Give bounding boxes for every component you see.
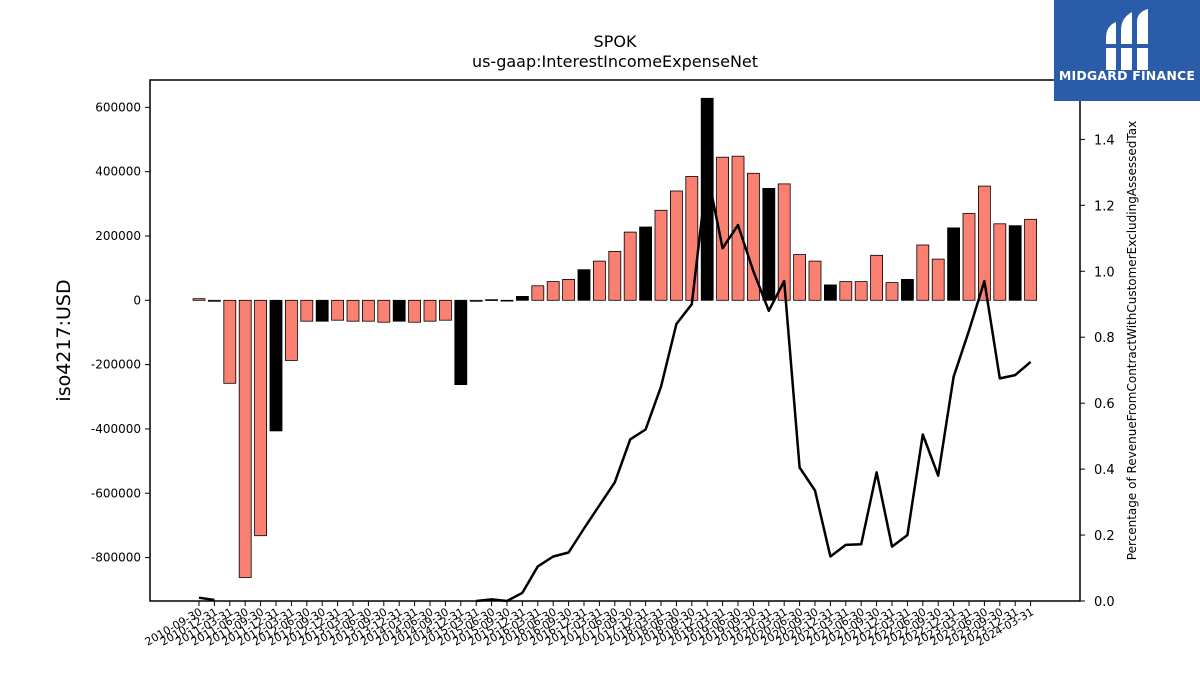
bar	[454, 299, 468, 385]
bar	[870, 254, 883, 301]
bar	[392, 299, 406, 322]
bar	[485, 299, 499, 301]
bar	[315, 299, 329, 322]
bar	[854, 281, 868, 301]
bar	[562, 278, 575, 301]
bar	[685, 176, 699, 301]
y2-axis-label: Percentage of RevenueFromContractWithCus…	[1125, 121, 1139, 560]
bar	[269, 299, 283, 432]
bar	[361, 299, 375, 322]
bar	[238, 299, 252, 578]
bar	[284, 299, 298, 361]
bar	[931, 258, 945, 301]
bar	[223, 299, 237, 384]
bar	[747, 172, 760, 301]
bar	[346, 299, 360, 322]
line-series	[198, 596, 215, 602]
chart-subtitle: us-gaap:InterestIncomeExpenseNet	[471, 52, 759, 71]
y2-tick-label: 0.0	[1094, 595, 1115, 610]
line-series	[476, 171, 1032, 603]
bar	[438, 299, 452, 321]
bar	[577, 269, 591, 301]
y2-tick-label: 1.4	[1094, 133, 1115, 148]
bar	[516, 295, 529, 301]
bar	[300, 299, 314, 322]
y-tick-label: -200000	[91, 358, 141, 372]
y-tick-label: 600000	[95, 100, 141, 114]
bar	[824, 284, 837, 301]
bar	[593, 260, 606, 301]
y-tick-label: -800000	[91, 551, 141, 565]
bar	[916, 244, 930, 301]
chart-title: SPOK	[593, 32, 637, 51]
y-axis-label: iso4217:USD	[53, 279, 75, 401]
bar	[777, 183, 791, 301]
y2-tick-label: 0.8	[1094, 331, 1115, 346]
midgard-finance-logo: MIDGARD FINANCE	[1054, 0, 1200, 101]
y-tick-label: 200000	[95, 229, 141, 243]
bar	[207, 299, 221, 302]
bar	[192, 298, 206, 301]
bar	[377, 299, 391, 323]
bar	[901, 278, 914, 301]
bar	[793, 254, 806, 301]
logo-text: MIDGARD FINANCE	[1058, 68, 1196, 83]
bar	[254, 299, 268, 537]
y2-tick-label: 0.6	[1094, 397, 1115, 412]
bar	[408, 299, 422, 323]
bar	[839, 281, 853, 301]
bar	[469, 299, 483, 302]
bar	[639, 226, 652, 301]
bar	[993, 223, 1007, 301]
bar	[608, 250, 622, 301]
bar	[531, 285, 545, 301]
axes: -800000 -600000 -400000 -200000 0 200000 40000…	[53, 79, 1139, 649]
y2-tick-label: 1.2	[1094, 199, 1115, 214]
bar	[1008, 225, 1022, 301]
y2-tick-label: 0.2	[1094, 529, 1115, 544]
y-tick-label: 0	[133, 293, 141, 307]
y-tick-label: -400000	[91, 422, 141, 436]
y-tick-label: -600000	[91, 486, 141, 500]
logo-mark-icon	[1104, 9, 1150, 70]
bar	[423, 299, 437, 322]
bar	[716, 156, 729, 301]
bar	[947, 227, 960, 301]
bar	[962, 213, 976, 301]
bar	[670, 190, 683, 301]
bar	[654, 209, 668, 301]
bar-series	[192, 97, 1037, 578]
bar	[546, 281, 560, 301]
bar	[885, 282, 899, 301]
y-tick-label: 400000	[95, 165, 141, 179]
line-series-group	[198, 171, 1032, 603]
bar	[500, 299, 514, 302]
bar	[978, 185, 991, 301]
bar	[808, 260, 822, 301]
y2-tick-label: 0.4	[1094, 463, 1115, 478]
bar	[623, 231, 637, 301]
bar	[331, 299, 345, 321]
y2-tick-label: 1.0	[1094, 265, 1115, 280]
bar	[762, 187, 776, 301]
bar	[1024, 218, 1037, 301]
